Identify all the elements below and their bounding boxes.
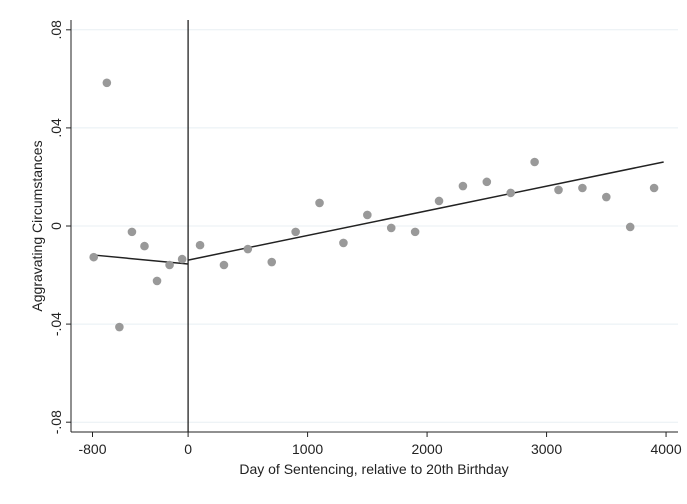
- point: [102, 78, 112, 88]
- point: [625, 222, 635, 232]
- point: [386, 223, 396, 233]
- point: [267, 257, 277, 267]
- point: [458, 181, 468, 191]
- y-tick-label: .04: [48, 118, 64, 138]
- point: [602, 192, 611, 202]
- point: [177, 254, 187, 264]
- y-tick-label: -.08: [48, 410, 64, 434]
- fit-line: [187, 161, 664, 261]
- point: [339, 238, 348, 248]
- x-axis-title: Day of Sentencing, relative to 20th Birt…: [239, 461, 508, 477]
- point: [140, 241, 149, 251]
- point: [530, 157, 539, 167]
- point: [434, 196, 444, 206]
- point: [506, 188, 516, 198]
- y-tick-label: 0: [48, 222, 64, 230]
- x-tick-label: 2000: [411, 441, 442, 457]
- y-tick-label: -.04: [48, 312, 64, 336]
- point: [482, 177, 492, 187]
- x-tick-label: 4000: [650, 441, 681, 457]
- x-tick-label: -800: [78, 441, 106, 457]
- point: [410, 227, 420, 237]
- point: [89, 252, 99, 262]
- point: [315, 198, 324, 208]
- point: [152, 276, 162, 286]
- x-tick-label: 1000: [292, 441, 323, 457]
- point: [219, 260, 229, 270]
- x-tick-label: 3000: [531, 441, 562, 457]
- point: [115, 322, 124, 332]
- point: [195, 240, 205, 250]
- point: [554, 185, 563, 195]
- point: [127, 227, 137, 237]
- y-axis-title: Aggravating Circumstances: [29, 140, 45, 311]
- point: [578, 183, 587, 193]
- x-tick-label: 0: [184, 441, 192, 457]
- point: [363, 210, 372, 220]
- y-tick-label: .08: [48, 20, 64, 40]
- point: [291, 227, 300, 237]
- point: [243, 244, 253, 254]
- point: [649, 183, 659, 193]
- fit-line: [92, 254, 189, 265]
- point: [165, 260, 174, 270]
